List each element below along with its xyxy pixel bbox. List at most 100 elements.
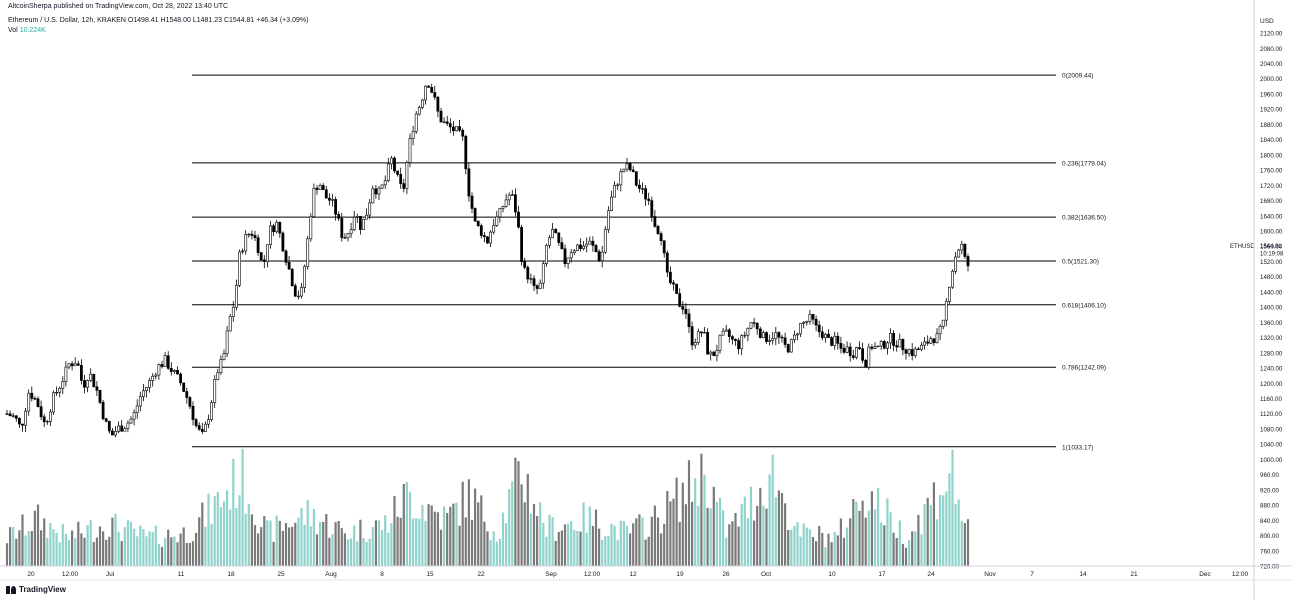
volume-bar (350, 538, 353, 566)
published-line: AltcoinSherpa published on TradingView.c… (8, 3, 229, 10)
volume-bar (368, 538, 371, 566)
candle (253, 230, 257, 242)
candle (724, 324, 728, 333)
candle-up (746, 327, 750, 336)
volume-bar (508, 489, 511, 566)
volume-bar (467, 479, 470, 566)
candle-down (830, 337, 834, 346)
volume-bar (33, 510, 36, 566)
volume-bar (390, 523, 393, 566)
candle (712, 350, 716, 357)
candle-up (588, 240, 592, 245)
candle-up (507, 194, 511, 201)
volume-bar (539, 502, 542, 566)
candle (954, 252, 958, 275)
candle (597, 249, 601, 263)
candle-down (176, 370, 179, 375)
candle (755, 322, 759, 335)
candle-up (600, 251, 604, 262)
candle (247, 233, 251, 238)
candle (455, 126, 458, 132)
candle-down (647, 198, 651, 201)
candle-down (901, 339, 905, 351)
candle-down (966, 256, 970, 267)
candle-down (194, 419, 198, 426)
candle-down (188, 397, 192, 407)
candle (848, 342, 852, 362)
volume-bar (247, 503, 250, 566)
candle (529, 273, 533, 284)
candle (86, 379, 90, 393)
volume-bar (108, 536, 111, 566)
volume-bar (731, 521, 734, 566)
candle-down (5, 413, 9, 415)
tradingview-logo[interactable]: TradingView (6, 585, 66, 594)
candle (870, 344, 874, 351)
candle (126, 420, 130, 433)
volume-bar (780, 493, 784, 566)
candle (563, 244, 567, 268)
candle (284, 249, 288, 266)
candle (585, 237, 589, 253)
candle (901, 338, 905, 356)
candle-down (579, 244, 582, 249)
volume-bar (222, 501, 226, 566)
candle-up (796, 333, 799, 336)
candle-up (898, 339, 902, 348)
candle-up (417, 107, 421, 115)
candle-down (752, 322, 756, 324)
candle (684, 303, 688, 319)
fibonacci-retracement[interactable]: 0(2009.44) 0.236(1779.04) 0.382(1636.50) 0.… (192, 73, 1106, 452)
price-tick-label: 840.00 (1260, 518, 1279, 525)
volume-bar (269, 520, 272, 566)
candle-up (231, 306, 235, 317)
candle (346, 232, 350, 242)
candle-up (157, 364, 161, 376)
price-tick-label: 1560.00 (1260, 244, 1283, 251)
candle-down (467, 168, 471, 197)
candle (644, 185, 648, 206)
volume-bar (359, 519, 362, 566)
candle-down (554, 228, 558, 234)
volume-bar (331, 534, 334, 566)
time-axis[interactable]: 20 12:00 Jul 11 18 25 Aug 8 15 22 Sep 12:00 12 19 26 Oc… (27, 571, 1248, 578)
candle-down (712, 351, 716, 357)
price-tick-label: 1480.00 (1260, 274, 1283, 281)
volume-bar (554, 540, 557, 566)
candle (188, 396, 192, 409)
candle (687, 308, 691, 333)
candle-down (730, 336, 734, 340)
volume-bar (458, 525, 461, 566)
candle-down (631, 169, 635, 172)
candle (194, 417, 198, 428)
candle-up (641, 188, 644, 190)
candle (932, 338, 936, 346)
candle (882, 339, 886, 350)
price-axis[interactable]: USD 2120.00 2080.00 2040.00 2000.00 1960.00 19… (1230, 18, 1284, 571)
candle (256, 234, 260, 256)
candle-down (337, 214, 341, 219)
volume-bar (560, 530, 563, 566)
volume-bar (464, 517, 467, 566)
candle-up (355, 216, 359, 218)
volume-bar (9, 527, 12, 566)
volume-bar (728, 524, 731, 566)
volume-bar (681, 482, 684, 566)
volume-bar (315, 534, 319, 566)
candle-up (163, 355, 167, 367)
candle (761, 330, 765, 339)
candle-up (331, 199, 334, 201)
candle-down (98, 389, 102, 403)
candle (129, 416, 133, 424)
candle-down (634, 171, 638, 186)
volume-bar (18, 530, 21, 566)
candle (783, 332, 787, 348)
candle-down (33, 398, 37, 400)
candle (610, 190, 613, 212)
volume-bar (421, 504, 424, 566)
candle (331, 193, 334, 207)
candle (827, 329, 830, 338)
candle (39, 400, 43, 421)
